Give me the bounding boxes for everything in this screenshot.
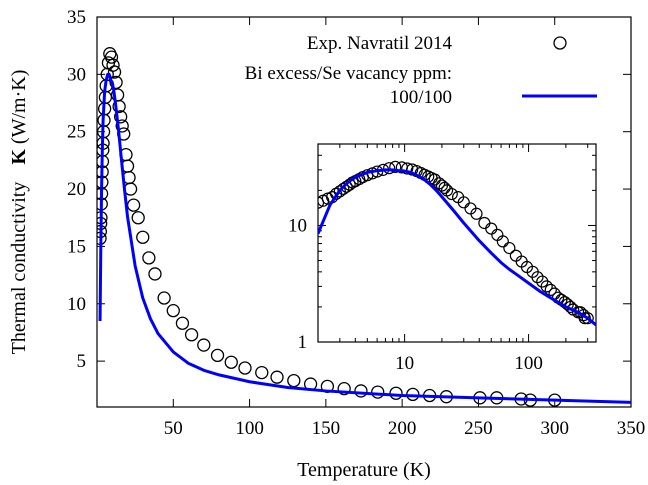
data-point-experiment [184,328,199,342]
legend-label-model: 100/100 [390,87,452,108]
data-point-experiment [115,119,129,133]
inset-data-point-experiment [389,160,402,174]
inset-data-point-experiment [401,162,414,175]
inset-x-tick-label: 10 [395,353,414,374]
inset-y-tick-label: 10 [288,215,307,236]
inset-data-point-experiment [445,187,458,201]
main-axis-ticks: 50 100 150 200 250 300 350 5 10 15 20 25 30 35 [67,7,645,439]
data-point-experiment [126,198,141,212]
series-line-model [98,72,631,404]
data-point-experiment [131,211,145,225]
y-tick-label: 30 [67,64,86,85]
inset-x-tick-label: 100 [514,353,543,374]
inset-data-point-experiment [340,180,353,193]
data-point-experiment [157,291,171,305]
y-tick-label: 25 [67,122,86,143]
data-point-experiment [238,361,252,375]
legend-label-experiment: Exp. Navratil 2014 [307,33,453,54]
plot-frame [96,16,632,408]
data-point-experiment [197,338,211,352]
data-point-experiment [175,316,190,330]
data-point-experiment [109,75,123,90]
data-point-experiment [224,355,238,369]
data-point-experiment [287,373,301,388]
inset-data-point-experiment [333,185,346,198]
inset-data-point-experiment [383,162,396,175]
x-axis-title: Temperature (K) [297,459,431,481]
data-point-experiment [389,386,403,400]
inset-data-point-experiment [496,235,509,248]
inset-data-point-experiment [485,222,498,235]
y-axis-unit: (W/m·K) [8,70,30,144]
data-point-experiment [107,65,122,79]
y-tick-label: 10 [67,294,86,315]
legend-header: Bi excess/Se vacancy ppm: [245,63,452,84]
inset-data-point-experiment [438,181,451,195]
inset-data-point-experiment [544,283,557,296]
y-tick-label: 20 [67,179,86,200]
data-point-experiment [354,384,368,398]
inset-data-point-experiment [578,312,591,325]
main-plot-series [97,47,631,407]
data-point-experiment [106,58,120,72]
y-tick-label: 5 [77,351,87,372]
inset-data-point-experiment [503,241,516,255]
data-point-experiment [371,385,385,399]
inset-axis-ticks: 10 100 1 10 [288,144,596,374]
data-point-experiment [337,381,351,396]
y-tick-label: 15 [67,236,86,257]
inset-series-line-model [318,168,596,327]
data-point-experiment [255,365,269,380]
inset-data-point-experiment [428,173,441,186]
y-axis-symbol: K [8,149,30,165]
inset-data-point-experiment [581,312,594,325]
data-point-experiment [166,303,180,318]
x-tick-label: 300 [540,418,569,439]
inset-y-tick-label: 1 [298,332,308,353]
x-tick-label: 200 [388,418,417,439]
y-axis-title: Thermal conductivity K (W/m·K) [8,70,30,355]
y-tick-label: 35 [67,7,86,28]
data-point-experiment [104,50,119,64]
x-tick-label: 250 [464,418,493,439]
x-tick-label: 150 [312,418,341,439]
data-point-experiment [113,110,128,124]
data-point-experiment [270,370,284,384]
data-point-experiment [136,230,150,244]
inset-data-point-experiment [540,280,553,293]
legend: Exp. Navratil 2014 Bi excess/Se vacancy … [245,33,597,108]
data-point-experiment [112,99,126,114]
inset-data-point-experiment [470,207,483,220]
y-axis-title-text: Thermal conductivity [8,182,30,355]
data-point-experiment [142,251,156,265]
legend-marker-experiment [553,36,567,50]
x-tick-label: 50 [164,418,183,439]
inset-data-point-experiment [337,182,350,195]
x-tick-label: 100 [235,418,264,439]
data-point-experiment [148,267,162,281]
svg-text:Thermal conductivity K: Thermal conductivity K (W/m·K) [8,70,30,355]
x-tick-label: 350 [617,418,646,439]
inset-data-point-experiment [457,196,470,209]
inset-plot-series [318,160,596,327]
data-point-experiment [210,348,225,363]
